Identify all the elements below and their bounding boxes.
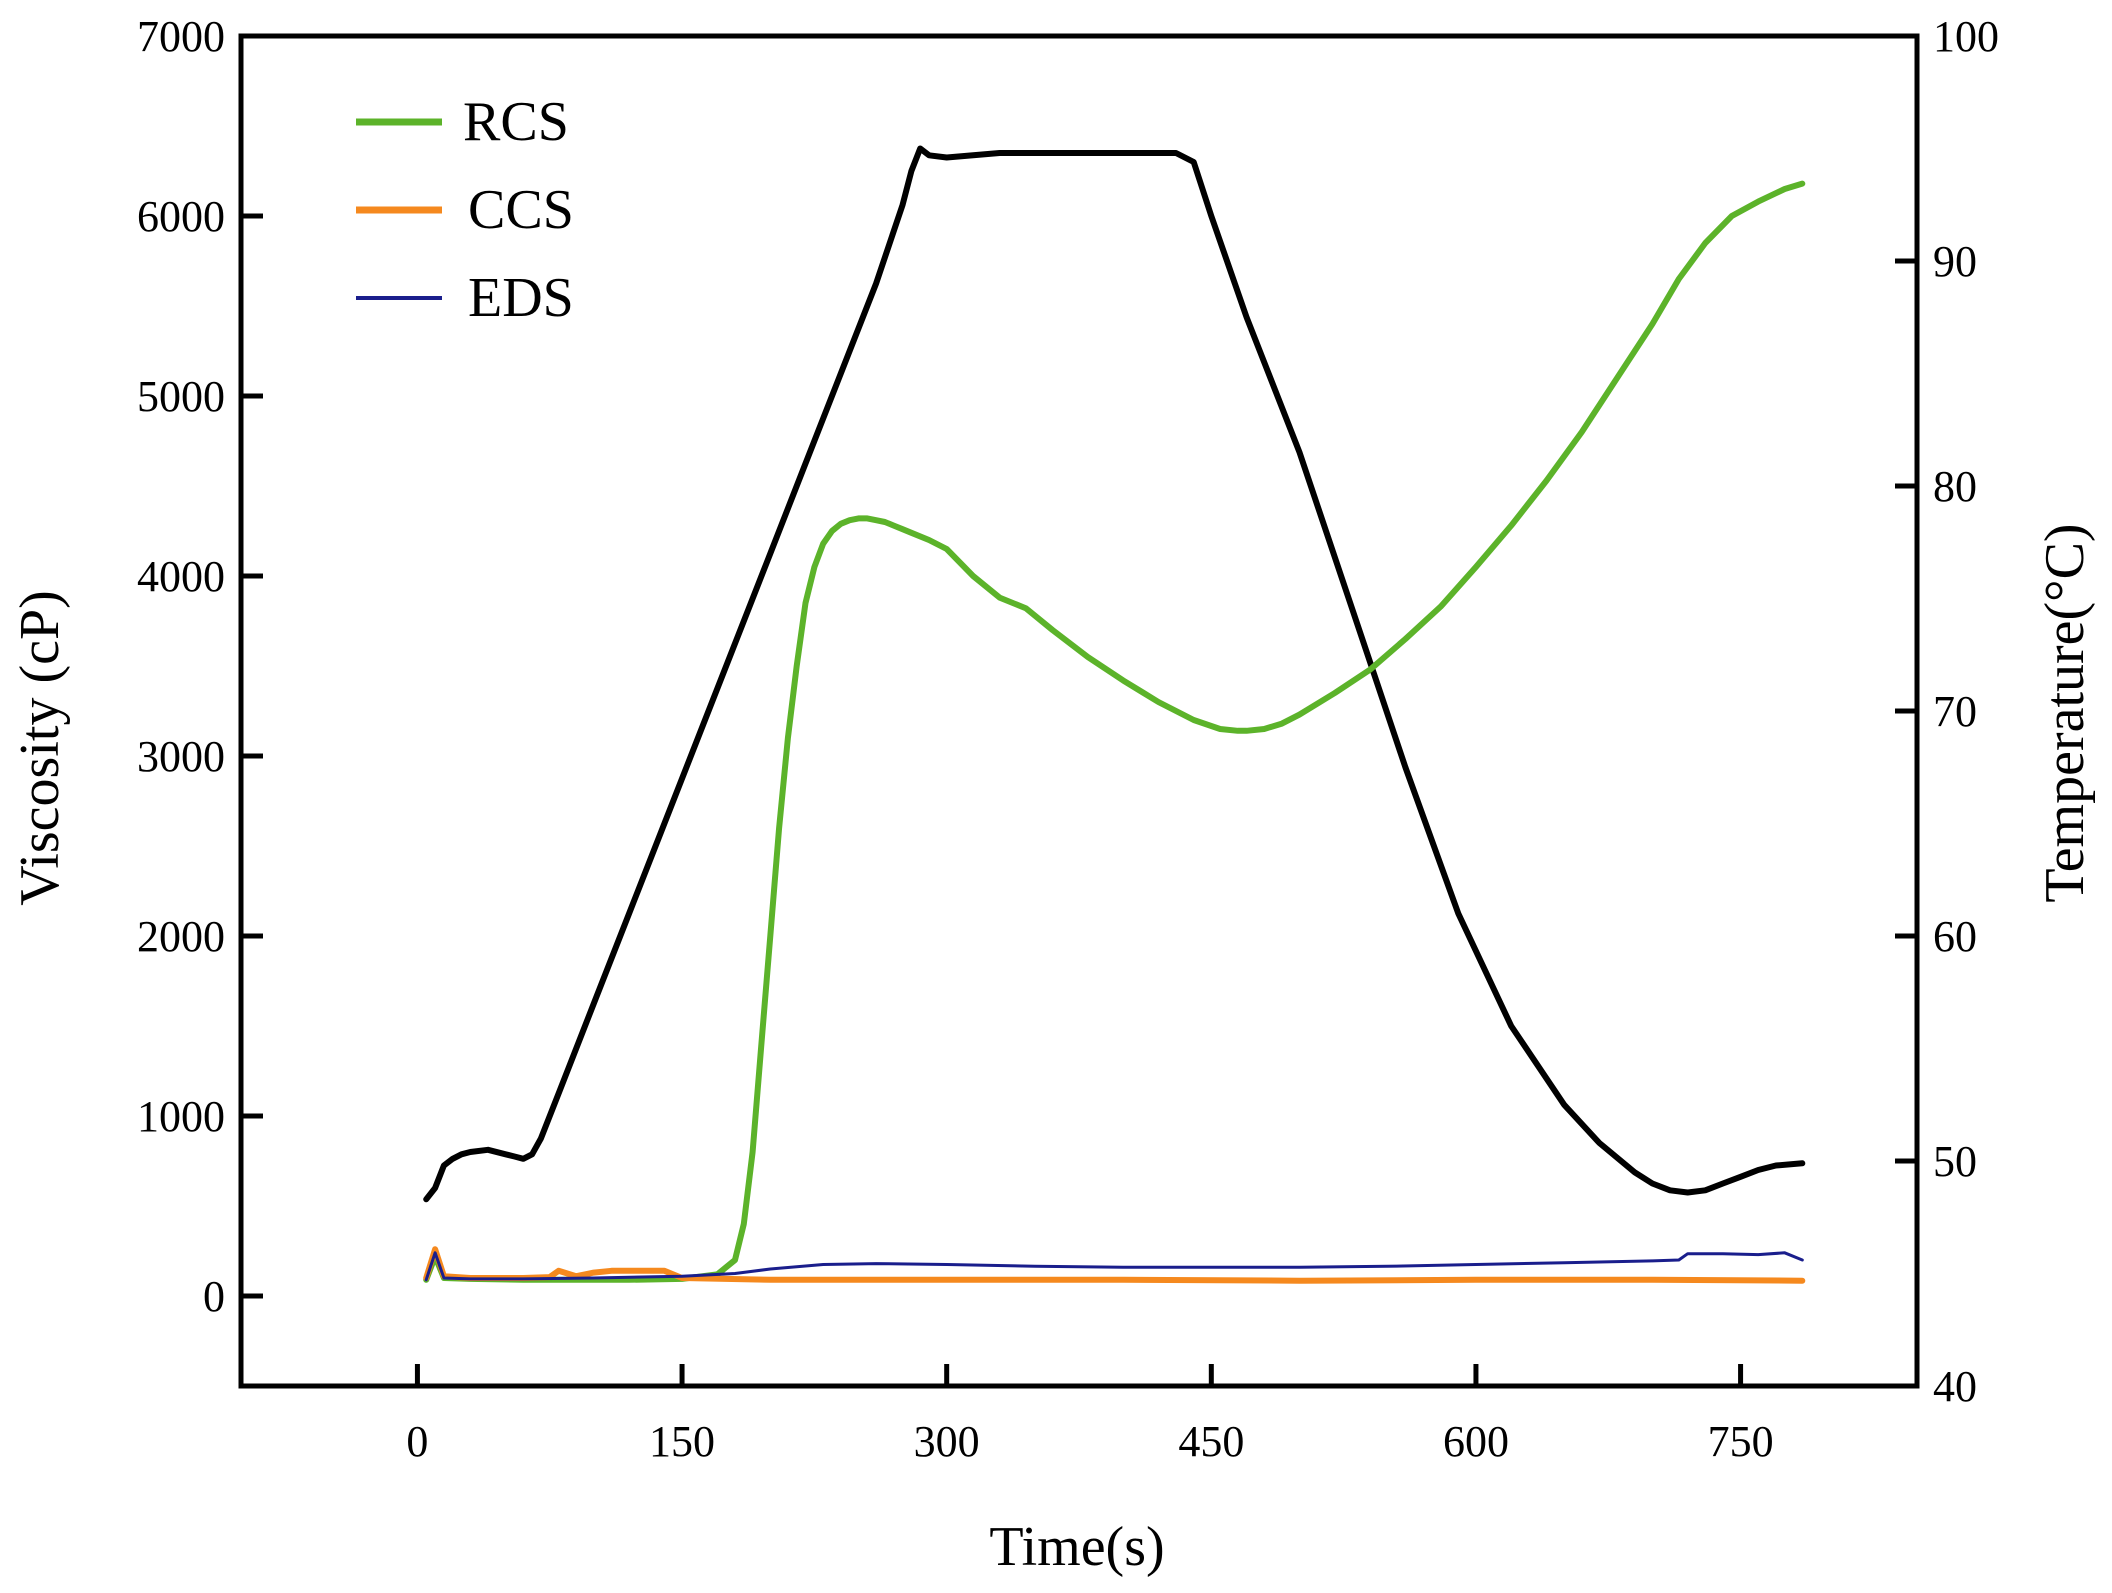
y-tick-label: 2000 xyxy=(137,912,225,961)
x-tick-label: 150 xyxy=(649,1417,715,1466)
y2-tick-label: 40 xyxy=(1933,1362,1977,1411)
legend-label-rcs: RCS xyxy=(463,91,569,153)
y2-tick-label: 60 xyxy=(1933,912,1977,961)
y-tick-label: 4000 xyxy=(137,552,225,601)
y2-tick-label: 100 xyxy=(1933,12,1999,61)
series-line-rcs xyxy=(423,180,1806,1283)
y2-tick-label: 80 xyxy=(1933,462,1977,511)
series-layer xyxy=(423,145,1806,1284)
y2-tick-label: 70 xyxy=(1933,687,1977,736)
y2-tick-label: 50 xyxy=(1933,1137,1977,1186)
y-tick-label: 0 xyxy=(203,1272,225,1321)
x-tick-label: 300 xyxy=(914,1417,980,1466)
y-tick-label: 5000 xyxy=(137,372,225,421)
legend-label-ccs: CCS xyxy=(468,179,574,241)
y-tick-label: 7000 xyxy=(137,12,225,61)
y-tick-label: 3000 xyxy=(137,732,225,781)
x-tick-label: 0 xyxy=(406,1417,428,1466)
x-tick-label: 450 xyxy=(1178,1417,1244,1466)
y2-tick-label: 90 xyxy=(1933,237,1977,286)
y-axis-right: 40 50 60 70 80 90 100 xyxy=(1895,12,1999,1411)
series-line-temperature xyxy=(423,145,1806,1203)
y2-axis-title: Temperature(°C) xyxy=(2034,523,2096,902)
x-tick-label: 600 xyxy=(1443,1417,1509,1466)
x-axis-title: Time(s) xyxy=(989,1516,1164,1578)
y-axis-left: 0 1000 2000 3000 4000 5000 6000 7000 xyxy=(137,12,263,1321)
x-axis: 0 150 300 450 600 750 xyxy=(406,1364,1774,1466)
x-tick-label: 750 xyxy=(1708,1417,1774,1466)
y-axis-title: Viscosity (cP) xyxy=(9,590,71,906)
legend: RCS CCS EDS xyxy=(356,91,574,329)
legend-label-eds: EDS xyxy=(468,267,574,329)
y-tick-label: 6000 xyxy=(137,192,225,241)
series-line-eds xyxy=(424,1251,1804,1282)
y-tick-label: 1000 xyxy=(137,1092,225,1141)
